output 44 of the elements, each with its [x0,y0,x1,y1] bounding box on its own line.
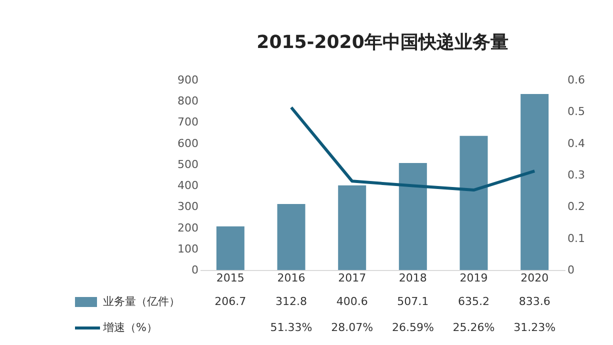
y2-tick-label: 0.2 [568,200,585,214]
y-tick-label: 500 [178,158,198,171]
data-label: 31.23% [514,321,556,334]
legend-label: 增速（%） [102,321,158,334]
data-label: 206.7 [214,295,246,308]
y2-tick-label: 0.5 [568,105,585,118]
data-label: 312.8 [276,295,307,308]
legend-label: 业务量（亿件） [103,295,180,308]
data-label: 51.33% [270,321,312,334]
x-tick-label: 2015 [216,272,244,284]
bar [520,94,549,270]
y2-tick-label: 0.6 [568,74,585,86]
y-tick-label: 800 [178,94,198,108]
x-tick-label: 2019 [460,272,488,284]
chart-title: 2015-2020年中国快递业务量 [256,32,508,53]
y-tick-label: 400 [178,179,198,192]
data-label: 833.6 [518,295,550,308]
y-tick-label: 200 [178,221,198,234]
y2-tick-label: 0.4 [568,136,585,150]
y2-tick-label: 0.1 [568,232,585,245]
x-tick-label: 2018 [398,272,427,284]
y-tick-label: 100 [178,242,198,256]
line-series [290,106,536,192]
bar [216,226,244,270]
y2-tick-label: 0.3 [568,168,585,182]
bar [277,204,306,270]
bar [338,185,366,270]
data-label: 507.1 [397,295,429,308]
bar [460,136,488,270]
data-label: 400.6 [336,295,368,308]
bar [398,162,427,270]
y-tick-label: 600 [178,136,198,150]
data-label: 635.2 [458,295,490,308]
y-tick-label: 700 [178,116,198,129]
y-tick-label: 0 [192,264,198,276]
y-tick-label: 900 [178,74,198,86]
y2-tick-label: 0 [568,264,574,276]
x-tick-label: 2017 [338,272,366,284]
x-tick-label: 2016 [277,272,306,284]
x-tick-label: 2020 [520,272,549,284]
data-label: 28.07% [331,321,374,334]
y-tick-label: 300 [178,200,198,214]
data-label: 26.59% [392,321,434,334]
data-label: 25.26% [452,321,495,334]
